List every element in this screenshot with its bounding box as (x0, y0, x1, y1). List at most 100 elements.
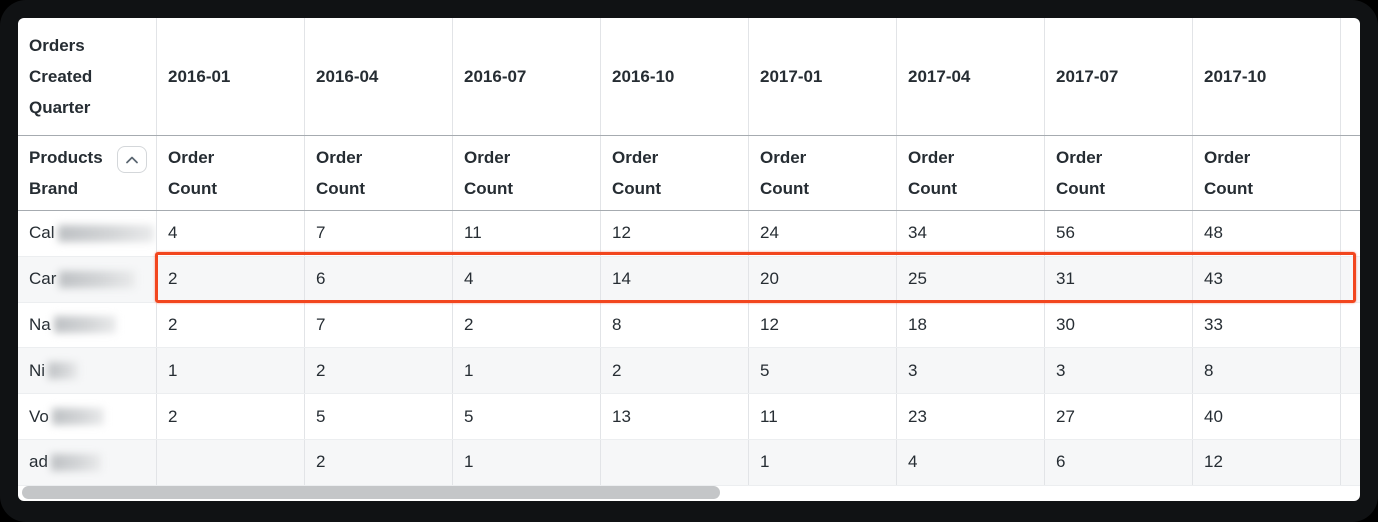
row-field-label-line: Brand (29, 179, 79, 198)
value-cell[interactable]: 2 (157, 256, 305, 302)
value-cell[interactable]: 8 (601, 302, 749, 348)
value-cell[interactable]: 5 (305, 394, 453, 439)
brand-cell[interactable]: Cal (18, 211, 157, 256)
value-cell[interactable]: 1 (157, 348, 305, 394)
column-header-2016-07[interactable]: 2016-07 (453, 18, 601, 135)
measure-header[interactable]: Order Count (1193, 136, 1341, 210)
column-header-row: Orders Created Quarter 2016-01 2016-04 2… (18, 18, 1360, 136)
chevron-up-icon (125, 156, 139, 164)
measure-header[interactable]: Order Count (897, 136, 1045, 210)
corner-header-line: Orders (29, 36, 85, 55)
cutoff-column-cell (1341, 257, 1360, 302)
value-cell[interactable]: 1 (453, 348, 601, 394)
measure-header-row: Products Brand Order Count Order Count (18, 136, 1360, 211)
brand-cell[interactable]: ad (18, 439, 157, 485)
row-field-label-line: Products (29, 148, 103, 167)
value-cell[interactable]: 7 (305, 211, 453, 256)
redacted-brand-blur (50, 453, 101, 471)
cutoff-column-header (1341, 136, 1360, 210)
value-cell[interactable]: 4 (157, 211, 305, 256)
value-cell[interactable]: 6 (1045, 439, 1193, 485)
value-cell[interactable]: 2 (157, 302, 305, 348)
horizontal-scrollbar-thumb[interactable] (22, 486, 720, 499)
pivot-table-panel: Orders Created Quarter 2016-01 2016-04 2… (18, 18, 1360, 501)
value-cell[interactable]: 14 (601, 256, 749, 302)
brand-cell[interactable]: Vo (18, 394, 157, 439)
value-cell[interactable]: 8 (1193, 348, 1341, 394)
value-cell[interactable]: 48 (1193, 211, 1341, 256)
row-field-header-products-brand[interactable]: Products Brand (18, 136, 157, 210)
value-cell[interactable]: 11 (749, 394, 897, 439)
cutoff-column-header (1341, 18, 1360, 135)
value-cell[interactable]: 4 (453, 256, 601, 302)
value-cell[interactable]: 25 (897, 256, 1045, 302)
value-cell[interactable]: 11 (453, 211, 601, 256)
value-cell[interactable]: 33 (1193, 302, 1341, 348)
sort-ascending-button[interactable] (117, 146, 147, 173)
value-cell[interactable]: 2 (601, 348, 749, 394)
measure-header[interactable]: Order Count (305, 136, 453, 210)
table-row-car-highlighted: Car 2 6 4 14 20 25 31 43 (18, 256, 1360, 303)
corner-header-line: Created (29, 67, 93, 86)
value-cell[interactable]: 23 (897, 394, 1045, 439)
brand-cell[interactable]: Ni (18, 348, 157, 394)
brand-prefix: Ni (29, 360, 46, 380)
value-cell[interactable]: 2 (453, 302, 601, 348)
cutoff-column-cell (1341, 394, 1360, 439)
column-header-2017-01[interactable]: 2017-01 (749, 18, 897, 135)
horizontal-scrollbar[interactable] (20, 486, 1358, 499)
column-header-2017-07[interactable]: 2017-07 (1045, 18, 1193, 135)
value-cell[interactable]: 18 (897, 302, 1045, 348)
value-cell[interactable]: 3 (897, 348, 1045, 394)
value-cell[interactable]: 24 (749, 211, 897, 256)
value-cell[interactable]: 30 (1045, 302, 1193, 348)
value-cell[interactable]: 12 (749, 302, 897, 348)
cutoff-column-cell (1341, 303, 1360, 348)
value-cell[interactable]: 7 (305, 302, 453, 348)
brand-prefix: Car (29, 269, 57, 289)
measure-header[interactable]: Order Count (157, 136, 305, 210)
column-header-2016-10[interactable]: 2016-10 (601, 18, 749, 135)
value-cell[interactable]: 1 (749, 439, 897, 485)
value-cell[interactable]: 34 (897, 211, 1045, 256)
value-cell[interactable]: 12 (1193, 439, 1341, 485)
value-cell[interactable]: 12 (601, 211, 749, 256)
measure-header[interactable]: Order Count (749, 136, 897, 210)
value-cell[interactable] (157, 439, 305, 485)
brand-cell[interactable]: Car (18, 256, 157, 302)
brand-cell[interactable]: Na (18, 302, 157, 348)
value-cell[interactable]: 31 (1045, 256, 1193, 302)
value-cell[interactable]: 40 (1193, 394, 1341, 439)
value-cell[interactable]: 5 (749, 348, 897, 394)
value-cell[interactable]: 43 (1193, 256, 1341, 302)
redacted-brand-blur (59, 270, 136, 288)
measure-header[interactable]: Order Count (601, 136, 749, 210)
corner-header-orders-created-quarter[interactable]: Orders Created Quarter (18, 18, 157, 135)
redacted-brand-blur (48, 362, 79, 380)
value-cell[interactable]: 2 (305, 439, 453, 485)
value-cell[interactable]: 2 (157, 394, 305, 439)
value-cell[interactable]: 6 (305, 256, 453, 302)
value-cell[interactable]: 2 (305, 348, 453, 394)
value-cell[interactable]: 27 (1045, 394, 1193, 439)
measure-header[interactable]: Order Count (1045, 136, 1193, 210)
value-cell[interactable]: 4 (897, 439, 1045, 485)
table-row-ad: ad 2 1 1 4 6 12 (18, 439, 1360, 486)
brand-prefix: Cal (29, 223, 55, 243)
table-row-cal: Cal 4 7 11 12 24 34 56 48 (18, 211, 1360, 257)
value-cell[interactable]: 3 (1045, 348, 1193, 394)
value-cell[interactable]: 13 (601, 394, 749, 439)
column-header-2017-04[interactable]: 2017-04 (897, 18, 1045, 135)
value-cell[interactable]: 20 (749, 256, 897, 302)
cutoff-column-cell (1341, 211, 1360, 256)
column-header-2016-01[interactable]: 2016-01 (157, 18, 305, 135)
redacted-brand-blur (51, 408, 104, 426)
value-cell[interactable] (601, 439, 749, 485)
value-cell[interactable]: 56 (1045, 211, 1193, 256)
column-header-2016-04[interactable]: 2016-04 (305, 18, 453, 135)
value-cell[interactable]: 1 (453, 439, 601, 485)
column-header-2017-10[interactable]: 2017-10 (1193, 18, 1341, 135)
measure-header[interactable]: Order Count (453, 136, 601, 210)
value-cell[interactable]: 5 (453, 394, 601, 439)
